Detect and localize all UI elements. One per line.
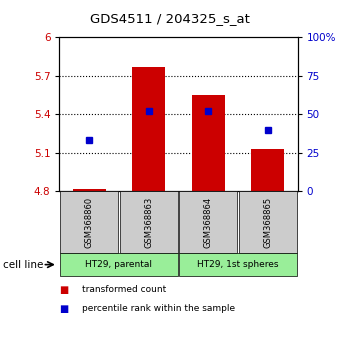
Text: percentile rank within the sample: percentile rank within the sample <box>82 304 235 313</box>
Bar <box>192 95 225 191</box>
Text: ■: ■ <box>59 304 69 314</box>
Text: GSM368860: GSM368860 <box>85 196 94 248</box>
Bar <box>73 189 106 191</box>
Text: cell line: cell line <box>3 259 44 270</box>
Text: GSM368863: GSM368863 <box>144 196 153 248</box>
Bar <box>132 67 165 191</box>
Text: HT29, 1st spheres: HT29, 1st spheres <box>197 260 279 269</box>
Text: ■: ■ <box>59 285 69 295</box>
Text: GDS4511 / 204325_s_at: GDS4511 / 204325_s_at <box>90 12 250 25</box>
Bar <box>251 149 284 191</box>
Text: GSM368864: GSM368864 <box>204 196 213 248</box>
Text: HT29, parental: HT29, parental <box>85 260 153 269</box>
Text: transformed count: transformed count <box>82 285 166 294</box>
Text: GSM368865: GSM368865 <box>263 196 272 248</box>
